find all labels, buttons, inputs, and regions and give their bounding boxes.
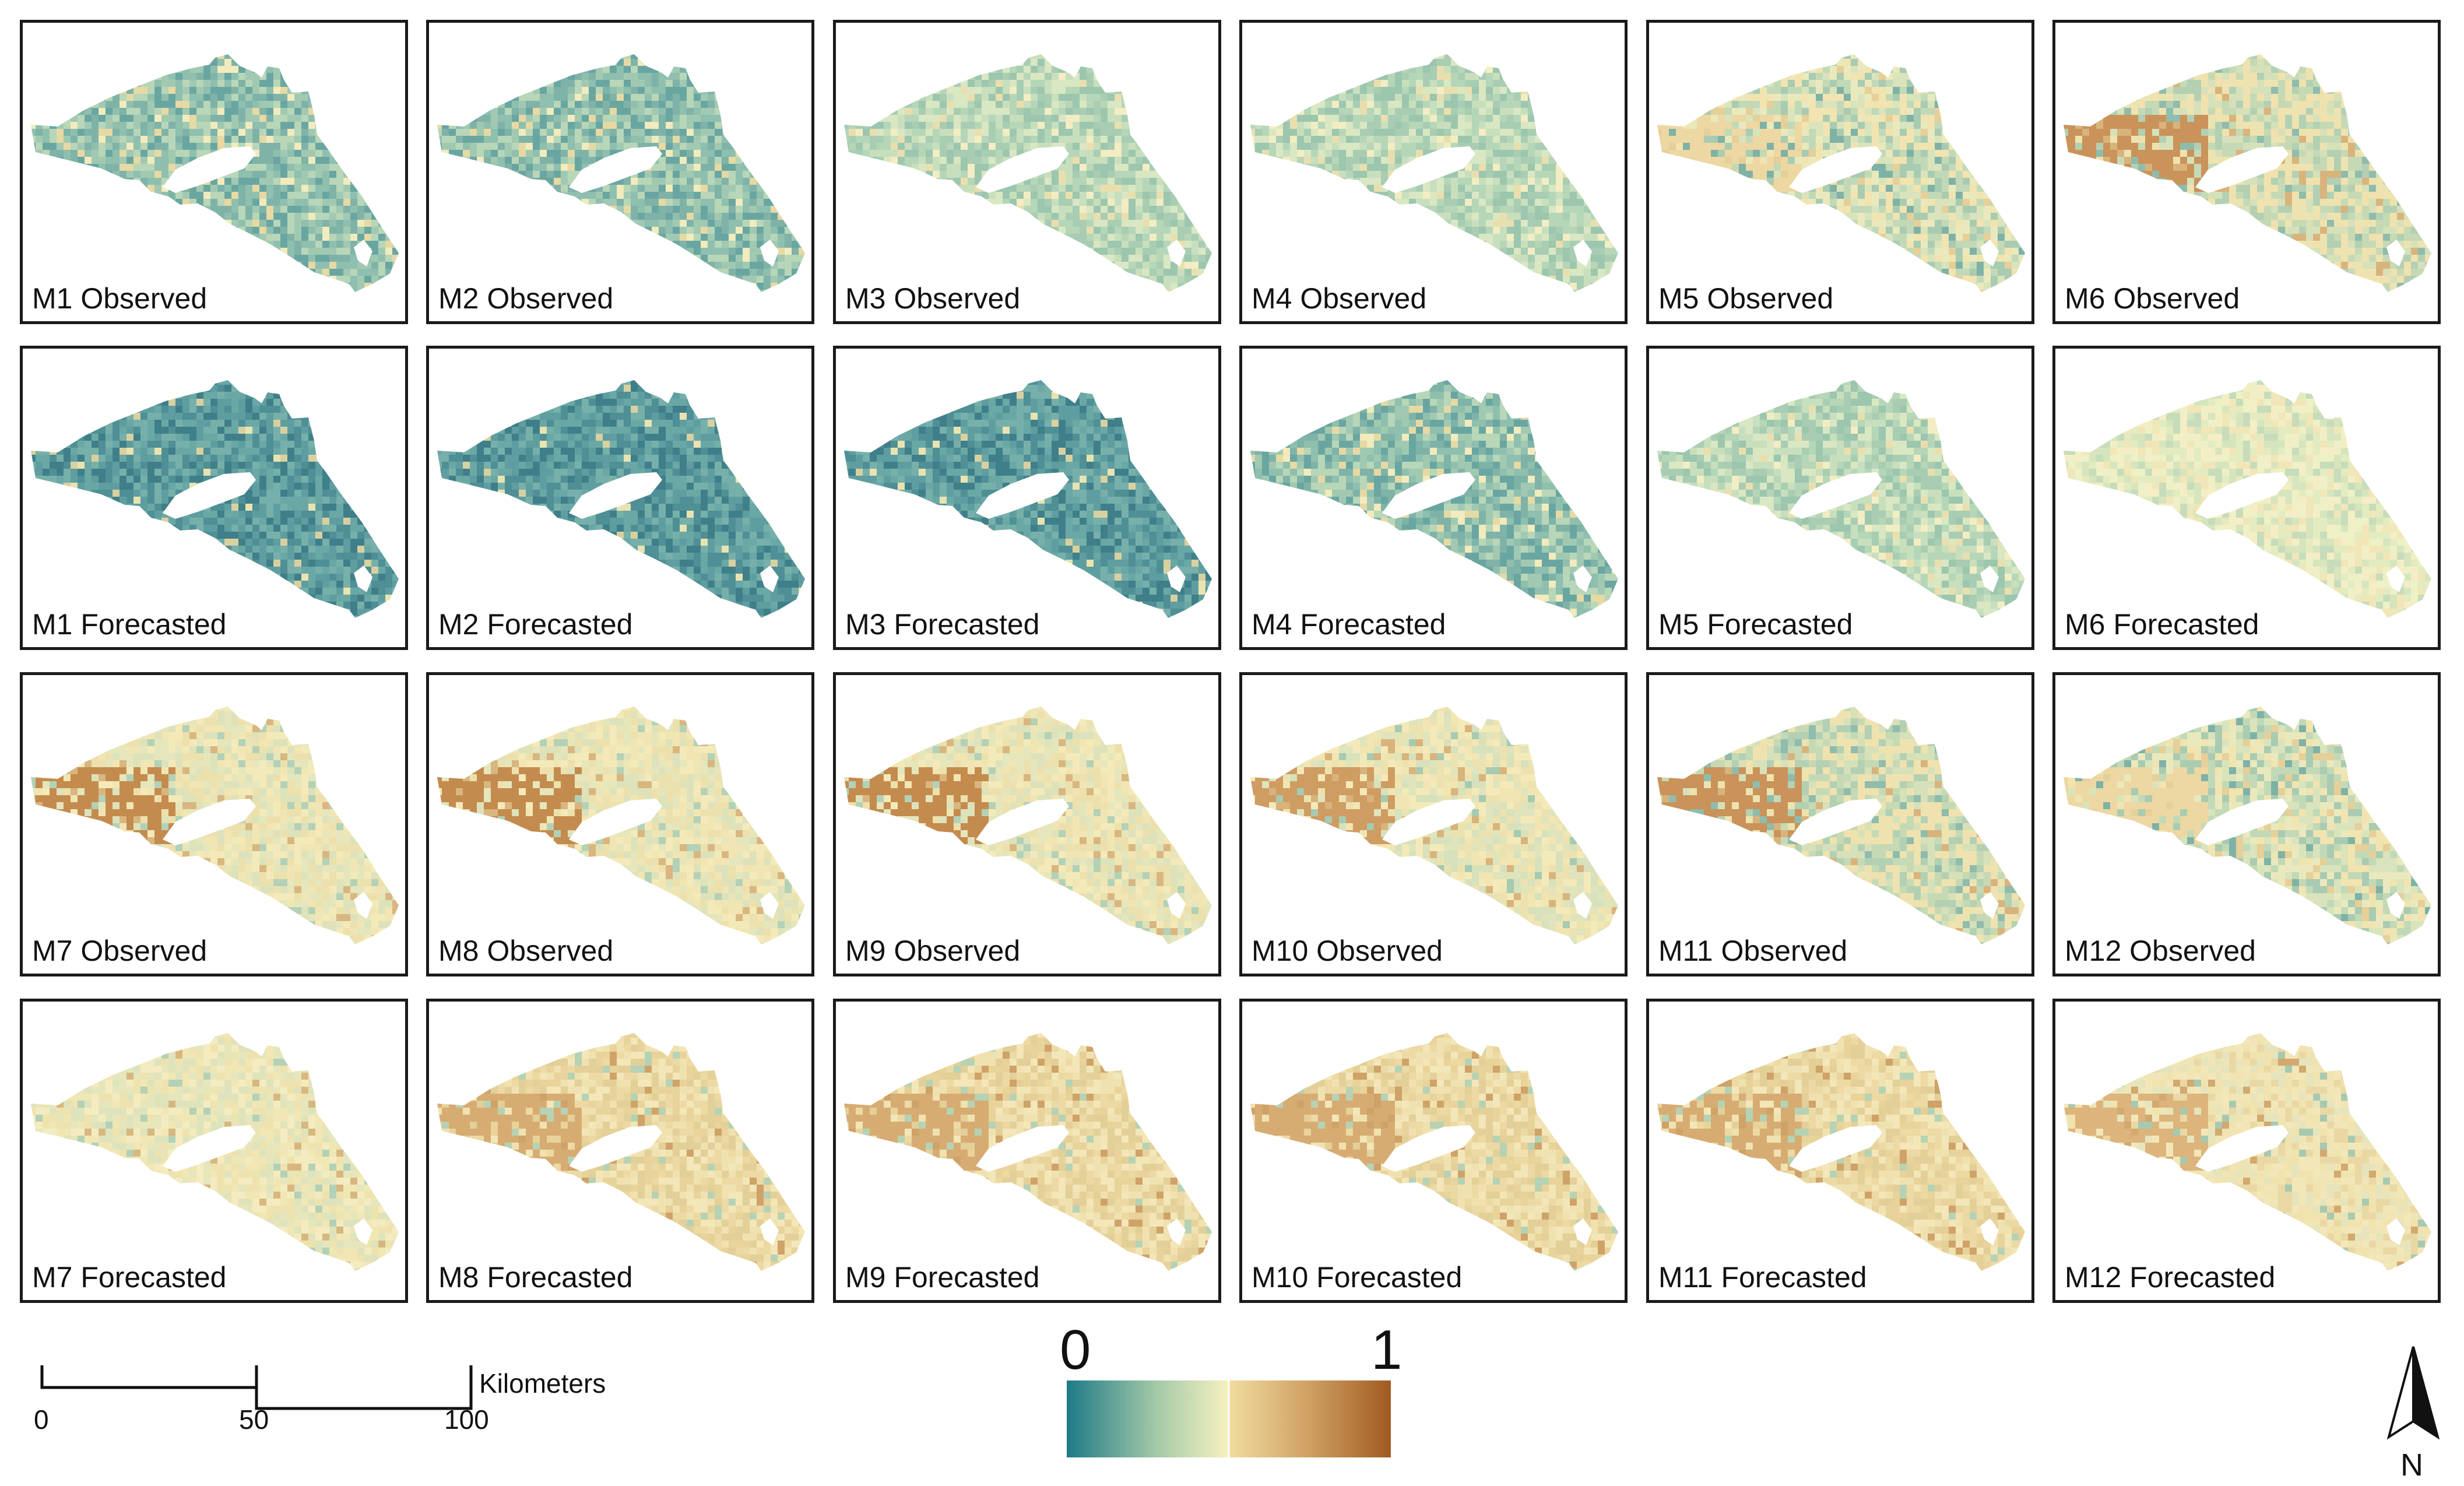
panel-label: M9 Observed <box>845 936 1020 965</box>
north-arrow: N <box>2378 1341 2448 1481</box>
map-panel: M5 Observed <box>1646 20 2034 324</box>
map-panel: M4 Observed <box>1239 20 1628 324</box>
panel-label: M3 Forecasted <box>845 610 1039 639</box>
raster-map <box>31 54 399 292</box>
map-panel: M10 Forecasted <box>1239 999 1628 1303</box>
map-panel: M11 Observed <box>1646 672 2034 976</box>
raster-map <box>2064 1033 2431 1271</box>
panel-label: M1 Observed <box>32 284 207 313</box>
raster-map <box>437 54 805 292</box>
map-panel: M2 Forecasted <box>426 346 814 650</box>
legend-gradient-bar <box>1067 1380 1391 1457</box>
scale-unit-label: Kilometers <box>479 1370 606 1397</box>
map-panel: M8 Observed <box>426 672 814 976</box>
map-panel: M1 Forecasted <box>20 346 408 650</box>
map-panel: M12 Observed <box>2052 672 2441 976</box>
panel-label: M4 Forecasted <box>1252 610 1446 639</box>
map-panel: M3 Forecasted <box>833 346 1221 650</box>
panel-label: M10 Forecasted <box>1252 1263 1462 1292</box>
map-panel: M2 Observed <box>426 20 814 324</box>
raster-map <box>844 707 1212 944</box>
map-panel: M1 Observed <box>20 20 408 324</box>
map-panel: M6 Observed <box>2052 20 2441 324</box>
map-panel: M7 Observed <box>20 672 408 976</box>
raster-map <box>844 380 1212 618</box>
raster-map <box>844 54 1212 292</box>
map-panel: M6 Forecasted <box>2052 346 2441 650</box>
north-label: N <box>2400 1449 2423 1481</box>
raster-map <box>1657 54 2025 292</box>
panel-label: M7 Forecasted <box>32 1263 226 1292</box>
raster-map <box>844 1033 1212 1271</box>
raster-map <box>1657 1033 2025 1271</box>
panel-label: M12 Observed <box>2065 936 2256 965</box>
panel-label: M3 Observed <box>845 284 1020 313</box>
panel-label: M8 Observed <box>438 936 613 965</box>
panel-label: M11 Observed <box>1658 936 1847 965</box>
scale-tick-100: 100 <box>444 1406 489 1433</box>
legend-max-label: 1 <box>1371 1322 1402 1378</box>
panel-label: M9 Forecasted <box>845 1263 1039 1292</box>
map-panel: M9 Forecasted <box>833 999 1221 1303</box>
map-panel: M8 Forecasted <box>426 999 814 1303</box>
panel-label: M1 Forecasted <box>32 610 226 639</box>
raster-map <box>1250 380 1618 618</box>
raster-map <box>1657 380 2025 618</box>
raster-map <box>31 707 399 944</box>
color-legend: 0 1 <box>1060 1322 1405 1462</box>
panel-label: M5 Observed <box>1658 284 1833 313</box>
panel-label: M10 Observed <box>1252 936 1443 965</box>
raster-map <box>2064 380 2431 618</box>
panel-label: M6 Observed <box>2065 284 2240 313</box>
map-panel: M10 Observed <box>1239 672 1628 976</box>
map-panel: M7 Forecasted <box>20 999 408 1303</box>
panel-label: M12 Forecasted <box>2065 1263 2275 1292</box>
scale-tick-50: 50 <box>239 1406 269 1433</box>
map-panel: M3 Observed <box>833 20 1221 324</box>
scale-tick-0: 0 <box>34 1406 49 1433</box>
map-panel: M11 Forecasted <box>1646 999 2034 1303</box>
raster-map <box>1250 54 1618 292</box>
map-panel-grid: M1 Observed M2 Observed M3 Observed M4 Obse… <box>20 20 2441 1303</box>
panel-label: M6 Forecasted <box>2065 610 2259 639</box>
raster-map <box>437 1033 805 1271</box>
map-panel: M9 Observed <box>833 672 1221 976</box>
raster-map <box>1250 1033 1618 1271</box>
map-panel: M12 Forecasted <box>2052 999 2441 1303</box>
legend-min-label: 0 <box>1060 1322 1091 1378</box>
map-panel: M4 Forecasted <box>1239 346 1628 650</box>
raster-map <box>437 707 805 944</box>
raster-map <box>1250 707 1618 944</box>
scale-bar: Kilometers 0 50 100 <box>29 1352 670 1469</box>
panel-label: M8 Forecasted <box>438 1263 632 1292</box>
panel-label: M7 Observed <box>32 936 207 965</box>
raster-map <box>1657 707 2025 944</box>
panel-label: M4 Observed <box>1252 284 1426 313</box>
raster-map <box>2064 707 2431 944</box>
map-panel: M5 Forecasted <box>1646 346 2034 650</box>
panel-label: M2 Forecasted <box>438 610 632 639</box>
panel-label: M2 Observed <box>438 284 613 313</box>
raster-map <box>437 380 805 618</box>
raster-map <box>2064 54 2431 292</box>
panel-label: M11 Forecasted <box>1658 1263 1867 1292</box>
scale-bar-graphic <box>40 1365 473 1410</box>
north-arrow-icon <box>2386 1346 2440 1440</box>
raster-map <box>31 1033 399 1271</box>
raster-map <box>31 380 399 618</box>
panel-label: M5 Forecasted <box>1658 610 1853 639</box>
